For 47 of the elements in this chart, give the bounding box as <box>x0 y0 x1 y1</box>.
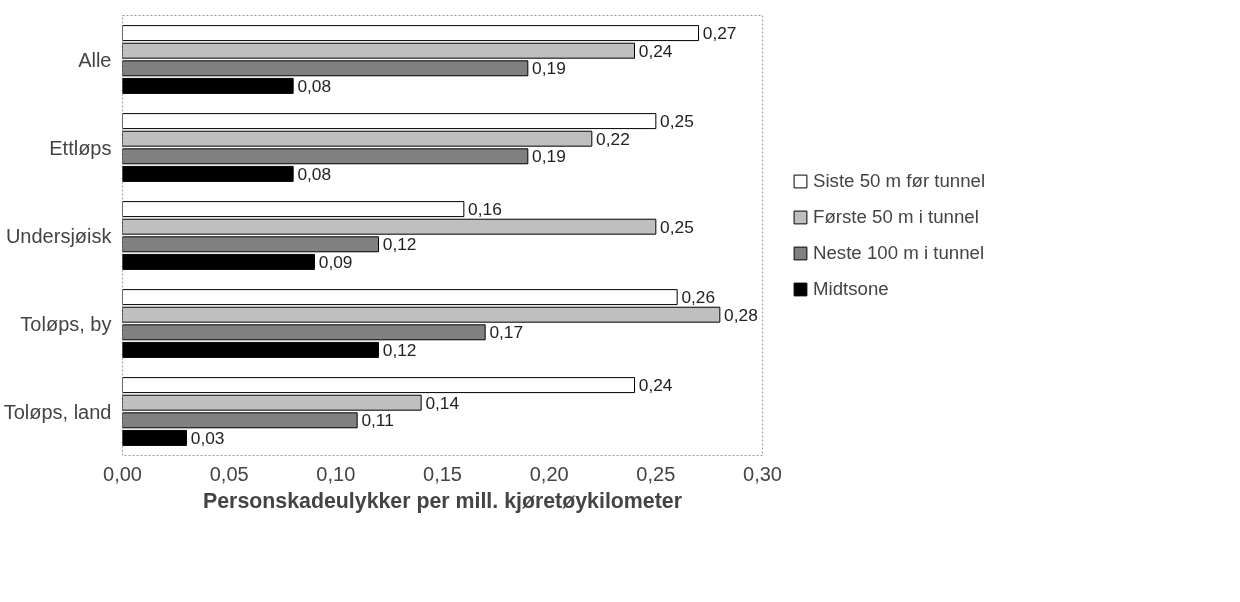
data-label: 0,11 <box>361 410 394 431</box>
legend-label: Siste 50 m før tunnel <box>813 170 987 192</box>
y-tick-label: Ettløps <box>49 136 112 159</box>
data-label: 0,12 <box>382 339 417 360</box>
y-tick-label: Toløps, land <box>3 400 112 423</box>
x-axis-title: Personskadeulykker per mill. kjøretøykilometer <box>203 488 682 513</box>
y-tick-label: Toløps, by <box>20 312 112 335</box>
bar <box>122 165 294 182</box>
bar <box>122 113 657 130</box>
y-tick-label: Alle <box>78 48 112 71</box>
data-label: 0,28 <box>724 304 758 325</box>
bar <box>122 77 294 94</box>
x-tick-label: 0,20 <box>529 462 569 485</box>
x-tick-label: 0,05 <box>209 462 249 485</box>
data-label: 0,25 <box>660 216 694 237</box>
x-tick-label: 0,10 <box>316 462 356 485</box>
data-label: 0,17 <box>489 322 524 343</box>
legend-label: Midtsone <box>813 278 890 300</box>
bar <box>122 377 635 394</box>
data-label: 0,14 <box>425 392 460 413</box>
data-label: 0,24 <box>638 375 673 396</box>
bar <box>122 25 699 42</box>
y-tick-label: Undersjøisk <box>5 224 113 247</box>
data-label: 0,25 <box>660 111 694 132</box>
data-label: 0,26 <box>681 287 716 308</box>
data-label: 0,09 <box>318 251 353 272</box>
bar <box>122 429 187 446</box>
bar <box>122 289 678 306</box>
x-tick-label: 0,30 <box>743 462 782 485</box>
x-tick-label: 0,00 <box>103 462 142 485</box>
data-label: 0,03 <box>190 427 225 448</box>
legend-label: Neste 100 m i tunnel <box>813 242 986 264</box>
data-label: 0,19 <box>532 58 566 79</box>
data-label: 0,08 <box>297 163 332 184</box>
data-label: 0,22 <box>596 128 630 149</box>
data-label: 0,12 <box>382 234 417 255</box>
legend-label: Første 50 m i tunnel <box>813 206 980 228</box>
bar <box>122 201 465 218</box>
bar <box>122 253 315 270</box>
bar <box>122 341 379 358</box>
data-label: 0,08 <box>297 75 332 96</box>
x-tick-label: 0,15 <box>423 462 462 485</box>
x-tick-label: 0,25 <box>636 462 676 485</box>
data-label: 0,16 <box>468 199 502 220</box>
data-label: 0,19 <box>532 146 566 167</box>
data-label: 0,24 <box>638 40 673 61</box>
data-label: 0,27 <box>702 23 737 44</box>
